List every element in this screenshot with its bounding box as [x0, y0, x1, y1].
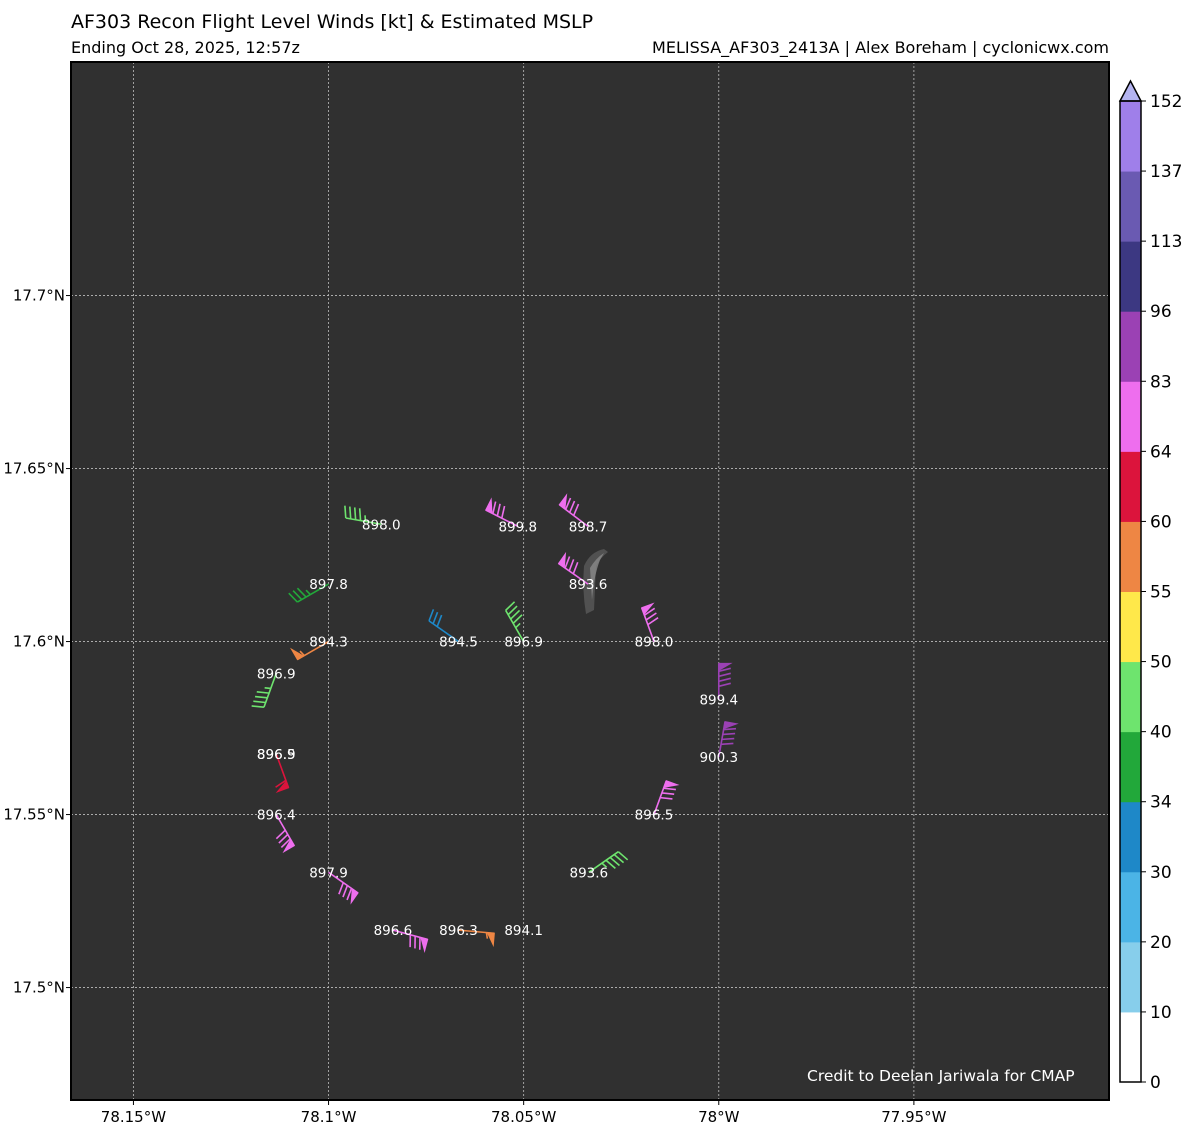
- y-tick-label-2: 17.6°N: [13, 633, 65, 651]
- chart-subtitle-source: MELISSA_AF303_2413A | Alex Boreham | cyc…: [652, 38, 1109, 57]
- pressure-label-20: 894.1: [504, 923, 543, 939]
- pressure-label-12: 893.6: [570, 865, 609, 881]
- wind-barb-17: [328, 871, 359, 905]
- wind-barb-3: [557, 551, 589, 585]
- wind-barb-2: [558, 493, 589, 527]
- pressure-label-5: 894.3: [309, 635, 348, 651]
- wind-barb-10: [717, 721, 739, 758]
- wind-barb-9: [717, 662, 733, 700]
- colorbar-segment-6: [1120, 591, 1141, 663]
- pressure-label-1: 899.8: [498, 519, 537, 535]
- colorbar-segment-1: [1120, 941, 1141, 1013]
- colorbar-label-5: 40: [1150, 723, 1172, 743]
- x-tick-label-4: 77.95°W: [881, 1108, 946, 1123]
- colorbar-segment-11: [1120, 241, 1141, 312]
- pressure-label-6: 894.5: [439, 635, 478, 651]
- colorbar-segment-8: [1120, 451, 1141, 522]
- colorbar-label-13: 137: [1150, 162, 1182, 182]
- pressure-label-17: 897.9: [309, 865, 348, 881]
- colorbar-label-11: 96: [1150, 302, 1172, 322]
- colorbar-label-14: 152: [1150, 92, 1182, 112]
- pressure-label-15: 896.5: [257, 747, 296, 763]
- colorbar-segment-2: [1120, 871, 1141, 943]
- colorbar-segment-4: [1120, 731, 1141, 803]
- y-tick-label-3: 17.65°N: [3, 460, 65, 478]
- pressure-label-9: 899.4: [699, 692, 738, 708]
- colorbar-label-9: 64: [1150, 442, 1172, 462]
- colorbar-label-0: 0: [1150, 1073, 1161, 1093]
- colorbar-segment-7: [1120, 521, 1141, 592]
- x-axis-ticks: 78.15°W 78.1°W 78.05°W 78°W 77.95°W: [101, 1100, 947, 1123]
- eye-feature: [583, 549, 608, 614]
- colorbar-label-1: 10: [1150, 1003, 1172, 1023]
- grid-lines: [71, 62, 1109, 1100]
- pressure-label-11: 896.5: [635, 808, 674, 824]
- colorbar-segment-5: [1120, 661, 1141, 733]
- chart-title: AF303 Recon Flight Level Winds [kt] & Es…: [71, 11, 594, 33]
- wind-barb-0: [344, 505, 382, 526]
- pressure-label-2: 898.7: [569, 519, 608, 535]
- y-tick-label-1: 17.55°N: [3, 806, 65, 824]
- colorbar-segment-9: [1120, 381, 1141, 452]
- pressure-label-10: 900.3: [699, 750, 738, 766]
- x-tick-label-0: 78.15°W: [101, 1108, 166, 1123]
- colorbar-segment-13: [1120, 101, 1141, 172]
- pressure-label-8: 898.0: [635, 635, 674, 651]
- colorbar-label-7: 55: [1150, 583, 1172, 603]
- pressure-label-19: 896.3: [439, 923, 478, 939]
- credit-text: Credit to Deelan Jariwala for CMAP: [807, 1067, 1075, 1085]
- wind-barb-11: [653, 780, 680, 815]
- wind-barb-7: [504, 601, 525, 642]
- wind-barb-5: [290, 640, 329, 661]
- colorbar-label-6: 50: [1150, 653, 1172, 673]
- pressure-label-3: 893.6: [569, 577, 608, 593]
- colorbar-segment-10: [1120, 311, 1141, 382]
- colorbar: 0 10 20 30 34 40 50 55 60 64 83 96 113 137 152: [1118, 79, 1182, 1093]
- wind-barb-8: [640, 602, 659, 642]
- pressure-label-4: 897.8: [309, 577, 348, 593]
- colorbar-label-8: 60: [1150, 512, 1172, 532]
- y-axis-ticks: 17.5°N 17.55°N 17.6°N 17.65°N 17.7°N: [3, 287, 71, 997]
- x-tick-label-1: 78.1°W: [301, 1108, 357, 1123]
- colorbar-extend-arrow: [1118, 79, 1143, 102]
- x-tick-label-3: 78°W: [698, 1108, 740, 1123]
- colorbar-label-4: 34: [1150, 793, 1172, 813]
- y-tick-label-0: 17.5°N: [13, 979, 65, 997]
- map-frame: [70, 61, 1110, 1101]
- x-tick-label-2: 78.05°W: [491, 1108, 556, 1123]
- pressure-label-18: 896.6: [374, 923, 413, 939]
- wind-barbs: [251, 493, 739, 953]
- pressure-label-14: 896.9: [257, 747, 296, 763]
- wind-barb-4: [288, 583, 329, 603]
- wind-barb-16: [275, 814, 295, 854]
- pressure-label-16: 896.4: [257, 808, 296, 824]
- pressure-label-13: 896.9: [257, 666, 296, 682]
- colorbar-label-3: 30: [1150, 863, 1172, 883]
- pressure-labels: 898.0 899.8 898.7 893.6 897.8 894.3 894.5 896.9…: [257, 517, 738, 939]
- pressure-label-7: 896.9: [504, 635, 543, 651]
- wind-barb-19: [458, 929, 495, 948]
- colorbar-label-2: 20: [1150, 933, 1172, 953]
- colorbar-segment-12: [1120, 171, 1141, 242]
- wind-barb-6: [428, 609, 459, 643]
- y-tick-label-4: 17.7°N: [13, 287, 65, 305]
- chart-subtitle-time: Ending Oct 28, 2025, 12:57z: [71, 38, 300, 57]
- wind-barb-1: [485, 497, 519, 528]
- pressure-label-0: 898.0: [362, 517, 401, 533]
- colorbar-label-10: 83: [1150, 372, 1172, 392]
- wind-barb-18: [392, 929, 429, 953]
- wind-barb-12: [588, 851, 629, 873]
- colorbar-segment-0: [1120, 1011, 1141, 1083]
- wind-barb-13: [251, 673, 278, 709]
- colorbar-label-12: 113: [1150, 232, 1182, 252]
- wind-barb-14: [275, 753, 290, 794]
- colorbar-segment-3: [1120, 801, 1141, 873]
